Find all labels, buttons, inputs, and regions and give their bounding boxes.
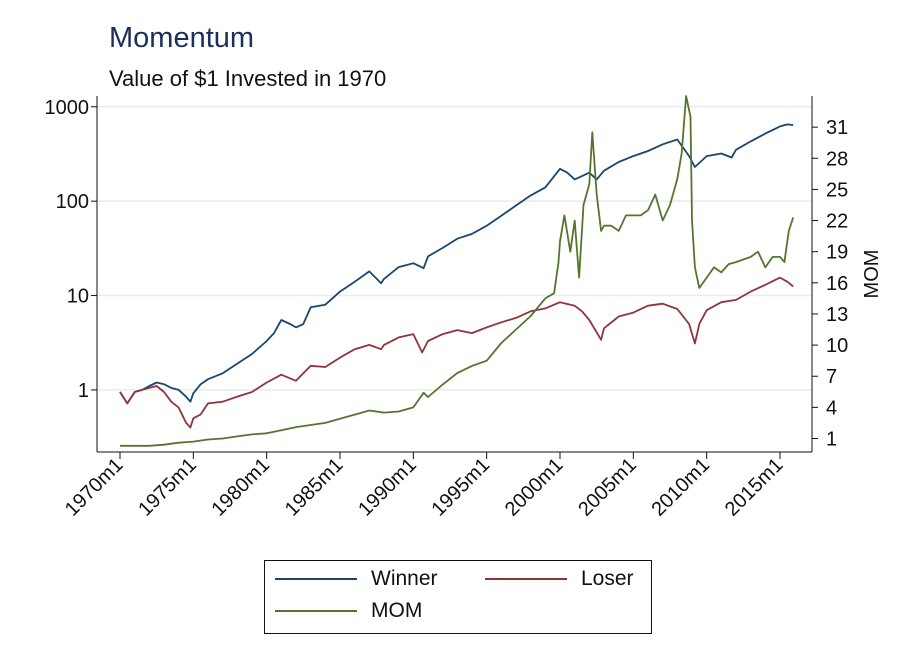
y-right-tick-label: 28 [826, 148, 848, 170]
x-tick-label: 1990m1 [354, 454, 421, 521]
y-right-tick-label: 25 [826, 179, 848, 201]
legend-swatch-winner [275, 578, 357, 580]
x-tick-label: 2000m1 [501, 454, 568, 521]
x-tick-label: 1995m1 [428, 454, 495, 521]
x-tick-label: 1985m1 [281, 454, 348, 521]
series-line-winner [119, 123, 794, 405]
y-left-tick-label: 10 [67, 286, 89, 308]
legend-item-mom: MOM [275, 599, 422, 623]
legend-item-winner: Winner [275, 567, 438, 591]
chart-title: Momentum [109, 22, 255, 54]
x-tick-label: 1980m1 [208, 454, 275, 521]
legend-swatch-loser [485, 578, 567, 580]
legend-swatch-mom [275, 610, 357, 612]
x-tick-label: 1970m1 [61, 454, 128, 521]
legend-item-loser: Loser [485, 567, 634, 591]
legend-label-loser: Loser [581, 567, 634, 590]
legend: Winner Loser MOM [264, 560, 652, 634]
series-line-mom [120, 95, 795, 447]
series-layer [119, 95, 795, 447]
legend-label-winner: Winner [371, 567, 438, 590]
y-right-tick-label: 22 [826, 211, 848, 233]
y-right-tick-label: 13 [826, 304, 848, 326]
x-tick-label: 1975m1 [134, 454, 201, 521]
y-right-tick-label: 10 [826, 335, 848, 357]
y-right-tick-label: 31 [826, 117, 848, 139]
y-left-tick-label: 1 [78, 380, 89, 402]
axes-layer [91, 96, 818, 459]
y-right-tick-label: 1 [826, 429, 837, 451]
chart-subtitle: Value of $1 Invested in 1970 [109, 66, 387, 91]
y-right-tick-label: 16 [826, 273, 848, 295]
y-left-tick-label: 1000 [45, 97, 90, 119]
y-left-tick-label: 100 [56, 191, 89, 213]
y-right-tick-label: 19 [826, 242, 848, 264]
x-tick-label: 2010m1 [648, 454, 715, 521]
series-line-loser [119, 276, 794, 429]
grid-layer [97, 106, 812, 391]
x-tick-label: 2015m1 [721, 454, 788, 521]
y-right-tick-label: 4 [826, 397, 837, 419]
y-right-axis-title: MOM [861, 250, 883, 299]
x-tick-label: 2005m1 [574, 454, 641, 521]
legend-label-mom: MOM [371, 599, 423, 622]
y-right-tick-label: 7 [826, 366, 837, 388]
